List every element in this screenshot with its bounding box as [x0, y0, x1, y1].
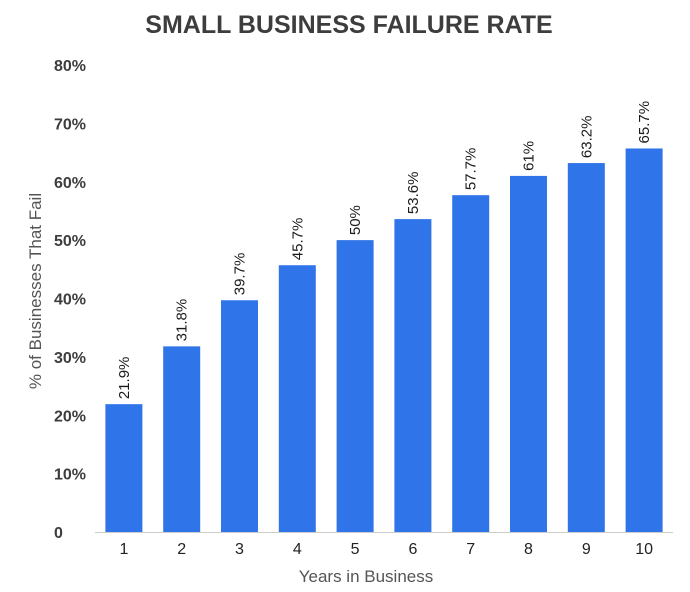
- y-tick-label: 80%: [54, 58, 86, 75]
- chart-title: SMALL BUSINESS FAILURE RATE: [145, 11, 552, 39]
- data-label: 63.2%: [578, 116, 595, 159]
- data-label: 21.9%: [116, 357, 133, 400]
- x-tick-label: 3: [235, 541, 244, 558]
- x-tick-label: 2: [177, 541, 186, 558]
- y-axis-ticks: 0 10% 20% 30% 40% 50% 60% 70% 80%: [54, 58, 86, 542]
- x-axis-ticks: 1 2 3 4 5 6 7 8 9 10: [119, 541, 653, 558]
- bar: [105, 404, 143, 532]
- data-label: 61%: [521, 141, 538, 171]
- data-label: 65.7%: [636, 101, 653, 144]
- y-tick-label: 0: [54, 525, 63, 542]
- bar: [567, 163, 605, 532]
- x-axis-label: Years in Business: [299, 567, 434, 586]
- x-tick-label: 5: [351, 541, 360, 558]
- data-labels: 21.9% 31.8% 39.7% 45.7% 50% 53.6% 57.7% 61% 63.2…: [116, 101, 653, 399]
- x-tick-label: 10: [635, 541, 653, 558]
- x-tick-label: 8: [524, 541, 533, 558]
- bar: [510, 175, 547, 532]
- bars: [105, 148, 663, 533]
- data-label: 50%: [347, 205, 364, 235]
- bar: [221, 300, 258, 532]
- bar: [625, 148, 663, 532]
- bar: [452, 195, 490, 532]
- data-label: 57.7%: [463, 148, 480, 191]
- data-label: 31.8%: [174, 299, 191, 342]
- x-tick-label: 6: [408, 541, 417, 558]
- data-label: 53.6%: [405, 172, 422, 215]
- x-tick-label: 4: [293, 541, 302, 558]
- y-tick-label: 60%: [54, 175, 86, 192]
- y-tick-label: 10%: [54, 467, 86, 484]
- bar: [394, 219, 432, 533]
- x-tick-label: 7: [466, 541, 475, 558]
- x-tick-label: 1: [119, 541, 128, 558]
- y-tick-label: 20%: [54, 408, 86, 425]
- y-tick-label: 70%: [54, 116, 86, 133]
- x-tick-label: 9: [582, 541, 591, 558]
- y-axis-label: % of Businesses That Fail: [26, 193, 45, 389]
- bar: [163, 346, 201, 532]
- bar: [336, 240, 374, 532]
- data-label: 45.7%: [289, 218, 306, 261]
- data-label: 39.7%: [232, 253, 249, 296]
- y-tick-label: 30%: [54, 350, 86, 367]
- y-tick-label: 50%: [54, 233, 86, 250]
- bar: [278, 265, 316, 532]
- y-tick-label: 40%: [54, 292, 86, 309]
